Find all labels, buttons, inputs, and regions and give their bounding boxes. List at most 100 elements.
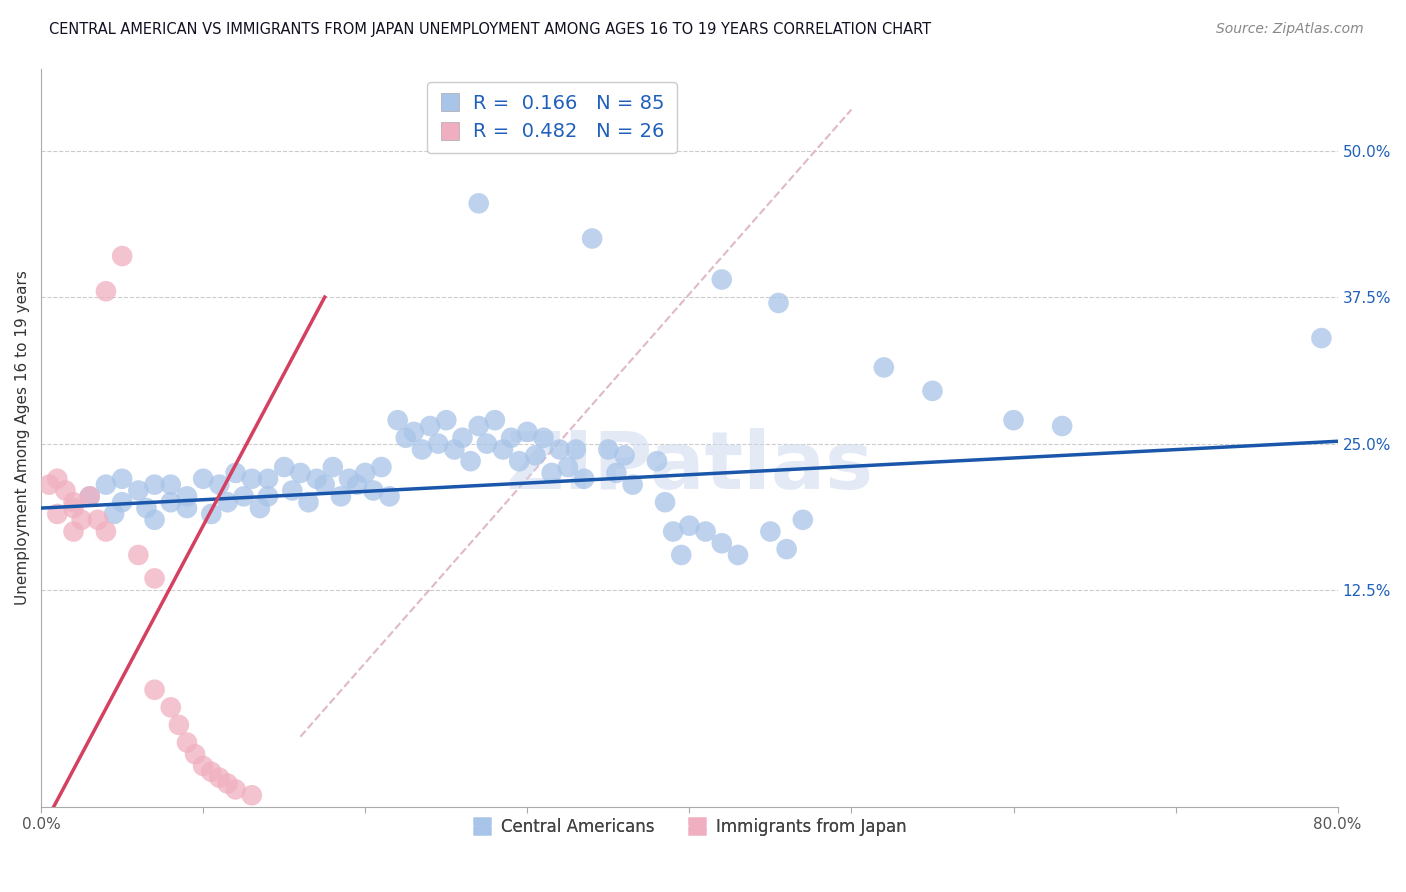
Point (508, 454, 530, 468)
Point (176, 501, 198, 516)
Point (135, 501, 157, 516)
Point (572, 472, 595, 486)
Point (225, 782, 247, 797)
Point (548, 442, 571, 457)
Point (143, 571, 166, 585)
Point (193, 472, 215, 486)
Point (200, 507, 222, 521)
Point (208, 771, 231, 785)
Point (240, 789, 263, 803)
Point (62, 524, 84, 539)
Point (111, 495, 134, 509)
Point (411, 442, 433, 457)
Point (314, 477, 336, 491)
Point (671, 548, 693, 562)
Point (217, 495, 239, 509)
Text: CENTRAL AMERICAN VS IMMIGRANTS FROM JAPAN UNEMPLOYMENT AMONG AGES 16 TO 19 YEARS: CENTRAL AMERICAN VS IMMIGRANTS FROM JAPA… (49, 22, 931, 37)
Point (79, 489, 101, 503)
Point (467, 419, 489, 434)
Point (492, 442, 515, 457)
Point (443, 442, 465, 457)
Point (193, 759, 215, 773)
Point (159, 495, 181, 509)
Point (645, 454, 668, 468)
Point (484, 413, 506, 427)
Point (370, 460, 392, 475)
Point (467, 196, 489, 211)
Point (167, 718, 190, 732)
Point (94, 284, 117, 298)
Point (208, 477, 231, 491)
Point (159, 700, 181, 714)
Point (621, 477, 644, 491)
Point (378, 489, 401, 503)
Point (46, 507, 69, 521)
Point (565, 442, 588, 457)
Point (427, 436, 450, 450)
Point (402, 425, 425, 439)
Point (46, 472, 69, 486)
Point (1310, 331, 1333, 345)
Point (419, 419, 441, 434)
Point (184, 747, 207, 762)
Point (337, 472, 360, 486)
Point (249, 501, 271, 516)
Point (873, 360, 896, 375)
Point (759, 524, 782, 539)
Point (710, 536, 733, 550)
Point (55, 483, 77, 498)
Point (451, 431, 474, 445)
Point (217, 776, 239, 790)
Point (143, 513, 166, 527)
Text: Source: ZipAtlas.com: Source: ZipAtlas.com (1216, 22, 1364, 37)
Point (127, 548, 149, 562)
Point (240, 472, 263, 486)
Point (921, 384, 943, 398)
Point (598, 442, 620, 457)
Point (768, 296, 790, 310)
Point (273, 460, 295, 475)
Point (581, 231, 603, 245)
Point (695, 524, 717, 539)
Point (387, 413, 409, 427)
Point (305, 472, 328, 486)
Point (775, 542, 797, 557)
Point (70, 513, 93, 527)
Point (79, 489, 101, 503)
Point (710, 272, 733, 286)
Point (329, 489, 352, 503)
Point (143, 477, 166, 491)
Point (38, 477, 60, 491)
Legend: Central Americans, Immigrants from Japan: Central Americans, Immigrants from Japan (465, 812, 912, 843)
Point (232, 489, 254, 503)
Point (354, 466, 377, 480)
Point (363, 483, 385, 498)
Point (792, 513, 814, 527)
Point (87, 513, 110, 527)
Point (94, 524, 117, 539)
Point (727, 548, 749, 562)
Point (257, 472, 280, 486)
Point (533, 431, 555, 445)
Y-axis label: Unemployment Among Ages 16 to 19 years: Unemployment Among Ages 16 to 19 years (15, 270, 30, 605)
Point (176, 489, 198, 503)
Point (127, 483, 149, 498)
Point (159, 477, 181, 491)
Point (613, 448, 636, 462)
Point (1050, 419, 1073, 434)
Point (257, 489, 280, 503)
Point (111, 472, 134, 486)
Point (322, 460, 344, 475)
Point (524, 448, 547, 462)
Point (290, 466, 312, 480)
Point (605, 466, 627, 480)
Point (678, 518, 700, 533)
Point (557, 460, 579, 475)
Point (662, 524, 685, 539)
Point (111, 249, 134, 263)
Point (460, 454, 482, 468)
Point (94, 477, 117, 491)
Point (501, 431, 523, 445)
Point (103, 507, 125, 521)
Point (434, 413, 457, 427)
